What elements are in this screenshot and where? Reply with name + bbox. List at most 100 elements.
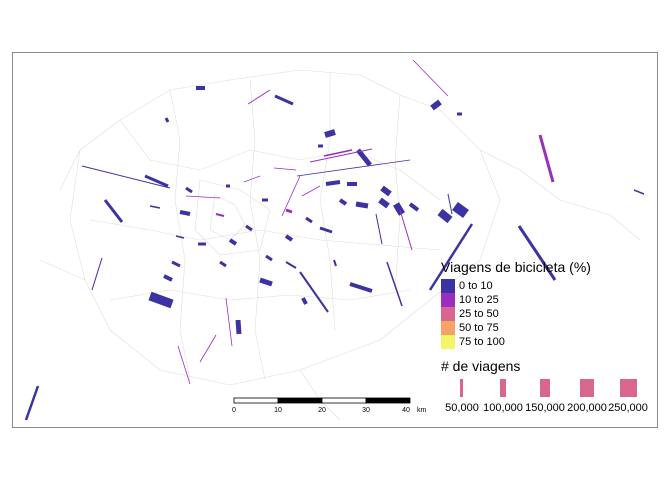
desire-line — [24, 385, 40, 421]
zone-outline — [169, 89, 191, 381]
zone-outline — [109, 289, 411, 301]
legend-swatch — [441, 321, 455, 335]
zone-outline — [39, 149, 86, 281]
desire-line — [265, 254, 273, 262]
zone-outline — [394, 94, 401, 291]
desire-line — [452, 201, 469, 219]
desire-line — [437, 208, 453, 224]
desire-line — [148, 291, 174, 309]
zone-outline — [479, 149, 641, 241]
desire-line — [349, 282, 373, 293]
size-swatch — [460, 379, 463, 397]
size-legend-swatches — [460, 379, 637, 397]
desire-line — [103, 199, 124, 223]
desire-line — [323, 149, 353, 157]
desire-line — [215, 213, 225, 217]
desire-line — [175, 235, 185, 239]
zone-boundaries — [39, 69, 641, 421]
size-swatch — [620, 379, 637, 397]
desire-line — [301, 297, 308, 305]
scalebar-segment — [277, 397, 323, 404]
scalebar-tick: 40 — [402, 407, 410, 414]
desire-line — [324, 129, 336, 138]
desire-line — [430, 99, 442, 111]
scalebar-segment — [321, 397, 367, 404]
legend-swatch — [441, 335, 455, 349]
desire-line — [235, 319, 242, 335]
size-legend-label: 250,000 — [608, 402, 648, 414]
desire-line — [179, 210, 191, 216]
desire-line — [91, 257, 103, 291]
map-panel — [12, 52, 658, 428]
desire-line — [325, 180, 341, 186]
legend-label: 10 to 25 — [459, 294, 499, 306]
size-legend-label: 50,000 — [445, 402, 479, 414]
legend-label: 0 to 10 — [459, 280, 493, 292]
desire-line — [309, 148, 373, 163]
size-swatch — [500, 379, 506, 397]
size-swatch — [540, 379, 550, 397]
desire-line — [378, 197, 390, 209]
scalebar-segment — [233, 397, 279, 404]
size-legend-label: 100,000 — [483, 402, 523, 414]
size-legend-title: # de viagens — [441, 358, 521, 374]
legend-label: 50 to 75 — [459, 322, 499, 334]
legend-label: 25 to 50 — [459, 308, 499, 320]
desire-line — [163, 274, 173, 282]
scalebar-segment — [365, 397, 411, 404]
desire-line — [285, 208, 293, 214]
desire-lines — [24, 59, 645, 421]
desire-line — [285, 261, 297, 269]
desire-line — [517, 225, 557, 281]
scalebar-unit: km — [417, 407, 427, 414]
zone-outline — [89, 219, 441, 251]
desire-line — [408, 202, 420, 212]
desire-line — [355, 201, 369, 209]
desire-line — [412, 59, 449, 97]
desire-line — [284, 234, 294, 242]
zone-outline — [319, 72, 336, 331]
desire-line — [247, 89, 271, 105]
desire-line — [375, 213, 383, 245]
desire-line — [428, 223, 474, 291]
size-legend-label: 150,000 — [525, 402, 565, 414]
zone-outline — [209, 194, 246, 241]
desire-line — [633, 189, 645, 195]
legend-label: 75 to 100 — [459, 336, 505, 348]
desire-line — [185, 195, 221, 199]
scalebar-tick: 30 — [362, 407, 370, 414]
size-swatch — [580, 379, 594, 397]
desire-line — [219, 260, 227, 268]
desire-line — [281, 175, 301, 217]
color-legend-title: Viagens de bicicleta (%) — [441, 259, 591, 275]
desire-line — [299, 271, 329, 313]
desire-line — [171, 260, 181, 268]
desire-line — [185, 186, 193, 194]
scalebar-tick: 20 — [318, 407, 326, 414]
scalebar-tick: 10 — [274, 407, 282, 414]
desire-line — [356, 148, 372, 167]
desire-line — [399, 209, 413, 251]
desire-line — [144, 174, 169, 188]
desire-line — [164, 117, 170, 123]
desire-line — [228, 238, 238, 246]
desire-line — [243, 175, 261, 183]
desire-line — [225, 297, 233, 347]
size-legend-label: 200,000 — [567, 402, 607, 414]
desire-line — [338, 198, 348, 206]
zone-outline — [194, 179, 271, 256]
scalebar-tick: 0 — [232, 407, 236, 414]
zone-outline — [69, 69, 501, 386]
desire-line — [245, 224, 253, 232]
desire-line — [538, 134, 555, 183]
desire-line — [305, 216, 313, 224]
zone-outline — [249, 79, 266, 381]
desire-line — [273, 167, 297, 171]
legend-swatch — [441, 279, 455, 293]
desire-line — [199, 334, 217, 363]
desire-line — [380, 185, 392, 197]
desire-line — [149, 205, 161, 209]
desire-line — [274, 94, 294, 106]
color-legend-swatches — [441, 279, 455, 349]
